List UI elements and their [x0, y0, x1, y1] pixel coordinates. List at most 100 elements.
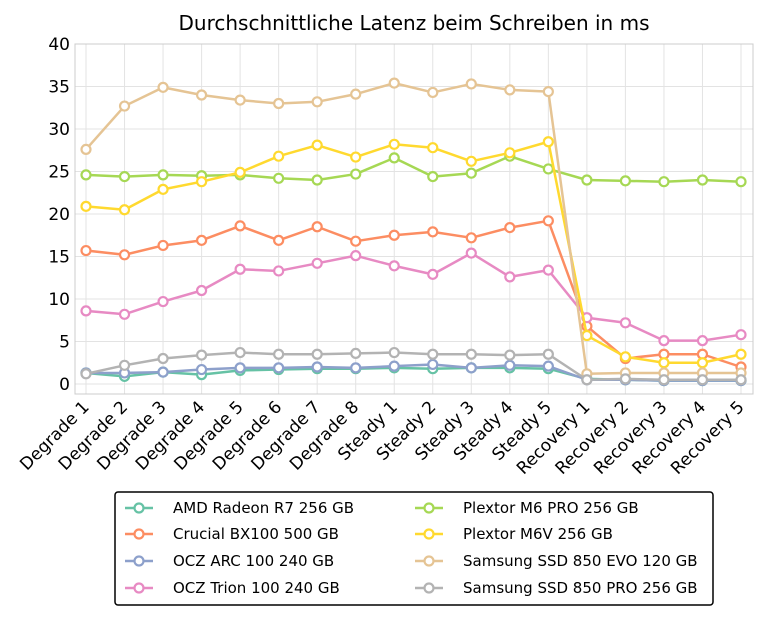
chart-title: Durchschnittliche Latenz beim Schreiben … [179, 11, 650, 35]
data-point [350, 235, 362, 247]
y-tick-label: 15 [48, 248, 70, 268]
y-axis: 0 5 10 15 20 25 30 35 40 [48, 35, 70, 395]
data-point [581, 174, 593, 186]
data-point [427, 142, 439, 154]
y-tick-label: 30 [48, 120, 70, 140]
data-point [273, 234, 285, 246]
legend-label: Plextor M6V 256 GB [463, 525, 613, 543]
data-point [195, 284, 208, 297]
legend-marker [423, 555, 435, 567]
series-5 [80, 150, 747, 188]
data-point [619, 175, 632, 187]
data-point [581, 329, 593, 342]
data-point [388, 138, 400, 150]
legend-marker [133, 528, 145, 540]
data-point [234, 220, 246, 232]
data-point [581, 374, 593, 386]
data-point [157, 352, 169, 365]
series-line [85, 140, 742, 364]
legend-item: OCZ ARC 100 240 GB [125, 552, 334, 570]
data-point [311, 257, 323, 269]
data-point [696, 335, 709, 347]
data-point [735, 176, 747, 188]
y-tick-label: 40 [48, 35, 70, 55]
data-point [658, 374, 670, 386]
data-point [696, 357, 709, 369]
legend-label: Samsung SSD 850 PRO 256 GB [463, 579, 698, 597]
y-tick-label: 0 [59, 375, 70, 395]
data-point [234, 94, 246, 106]
data-point [465, 155, 477, 167]
data-point [350, 250, 362, 262]
data-point [195, 349, 208, 361]
data-point [696, 174, 709, 186]
data-point [735, 374, 747, 386]
data-point [311, 139, 323, 151]
data-point [350, 362, 362, 374]
data-point [504, 147, 516, 159]
data-point [157, 169, 169, 181]
data-point [234, 166, 246, 178]
data-point [619, 351, 632, 363]
legend-item: OCZ Trion 100 240 GB [125, 579, 340, 597]
y-tick-label: 20 [48, 205, 70, 225]
data-point [80, 143, 92, 155]
data-point [427, 348, 439, 360]
data-point [350, 168, 362, 180]
legend-label: AMD Radeon R7 256 GB [173, 499, 354, 517]
grid [75, 43, 753, 394]
data-point [465, 232, 477, 244]
legend-marker [423, 502, 435, 514]
data-point [157, 239, 169, 252]
data-point [465, 362, 477, 374]
data-point [427, 268, 439, 280]
series-4 [80, 247, 747, 347]
y-tick-label: 25 [48, 163, 70, 183]
legend-marker [133, 555, 145, 567]
data-point [80, 200, 92, 212]
series-6 [80, 136, 747, 369]
data-point [542, 136, 554, 148]
data-point [118, 308, 131, 320]
data-point [504, 359, 516, 371]
data-point [658, 176, 670, 188]
legend-label: Samsung SSD 850 EVO 120 GB [463, 552, 698, 570]
data-point [504, 222, 516, 234]
data-point [350, 88, 362, 100]
data-point [195, 176, 208, 188]
legend-item: AMD Radeon R7 256 GB [125, 499, 354, 517]
data-point [311, 221, 323, 233]
data-point [234, 263, 246, 275]
data-point [311, 96, 323, 108]
legend-box [114, 491, 714, 606]
data-point [118, 249, 131, 261]
data-point [542, 360, 554, 372]
data-point [157, 366, 169, 378]
data-point [273, 362, 285, 374]
data-point [118, 100, 131, 112]
legend-item: Plextor M6 PRO 256 GB [415, 499, 639, 517]
data-point [465, 247, 477, 259]
data-point [311, 348, 323, 360]
data-point [273, 150, 285, 162]
data-point [465, 167, 477, 179]
y-tick-label: 35 [48, 78, 70, 98]
data-point [388, 229, 400, 241]
legend: AMD Radeon R7 256 GB Crucial BX100 500 GB… [114, 491, 714, 606]
data-point [542, 348, 554, 360]
legend-item: Samsung SSD 850 PRO 256 GB [415, 579, 698, 597]
data-point [273, 265, 285, 277]
data-point [80, 169, 92, 181]
legend-label: OCZ ARC 100 240 GB [173, 552, 334, 570]
series-layer [80, 77, 747, 387]
legend-label: Plextor M6 PRO 256 GB [463, 499, 639, 517]
data-point [735, 329, 747, 341]
data-point [311, 174, 323, 186]
data-point [427, 171, 439, 183]
series-line [85, 81, 741, 376]
data-point [504, 349, 516, 361]
data-point [388, 360, 400, 372]
series-7 [80, 77, 747, 380]
data-point [311, 361, 323, 373]
